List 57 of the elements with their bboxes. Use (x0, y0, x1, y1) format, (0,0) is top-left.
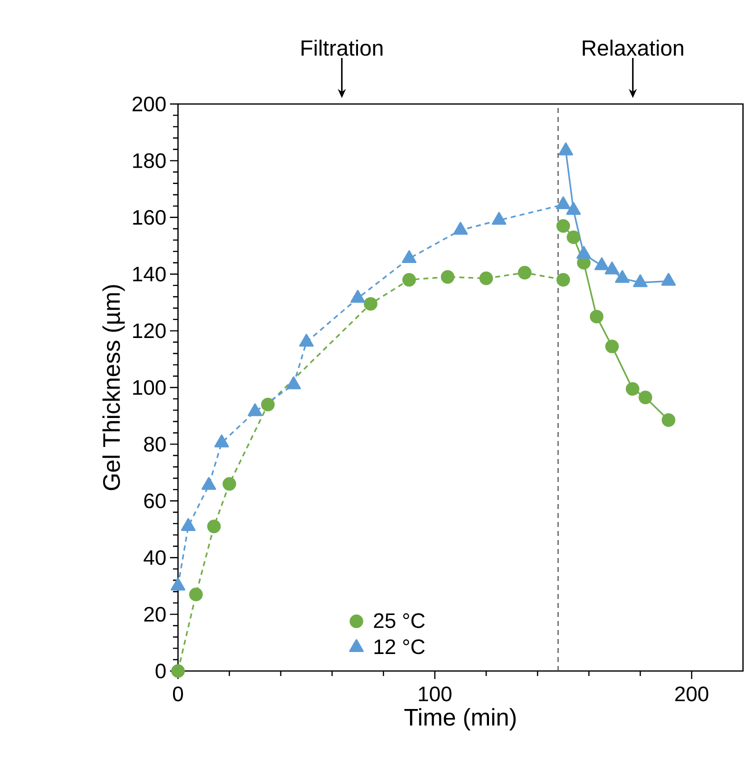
point (566, 202, 581, 215)
point (638, 390, 652, 404)
point (556, 196, 571, 210)
y-tick-label: 180 (133, 153, 166, 168)
point (171, 664, 185, 678)
legend-label: 25 °C (374, 613, 425, 628)
point (590, 310, 604, 324)
point (556, 219, 570, 233)
x-tick-label: 0 (172, 686, 183, 702)
point (207, 520, 221, 534)
point (402, 250, 416, 264)
point (202, 477, 216, 490)
point (632, 274, 648, 288)
point (518, 266, 532, 280)
point (479, 272, 493, 286)
point (604, 262, 620, 274)
y-tick-label: 140 (133, 266, 166, 282)
point (492, 212, 506, 225)
point (214, 434, 229, 448)
point (222, 477, 236, 491)
point (594, 257, 610, 270)
point (566, 230, 580, 244)
y-tick-label: 60 (144, 493, 166, 508)
point (364, 297, 378, 311)
x-tick-label: 200 (675, 686, 708, 702)
point (605, 340, 619, 354)
legend-label: 12 °C (374, 639, 425, 654)
point (261, 398, 275, 412)
point (189, 588, 203, 602)
y-tick-label: 0 (156, 664, 166, 678)
y-tick-label: 120 (133, 323, 166, 338)
x-tick-label: 100 (418, 686, 452, 702)
point (402, 272, 416, 287)
y-tick-label: 80 (144, 436, 166, 452)
y-tick-label: 20 (144, 606, 166, 622)
x-axis-title: Time (min) (404, 708, 516, 730)
text: Relaxation (582, 40, 684, 56)
point (558, 142, 574, 156)
y-tick-label: 200 (132, 96, 166, 112)
point (299, 334, 314, 347)
point (662, 413, 676, 427)
point (180, 518, 196, 531)
point (576, 246, 592, 259)
point (661, 272, 676, 286)
y-tick-label: 160 (133, 210, 166, 225)
y-tick-label: 100 (133, 380, 166, 395)
y-axis-title: Gel Thickness (µm) (102, 285, 125, 490)
point (350, 290, 366, 303)
point (286, 376, 301, 390)
point (440, 270, 454, 284)
point (626, 382, 640, 396)
text: Filtration (302, 40, 382, 56)
point (453, 222, 468, 235)
point (615, 270, 630, 283)
y-tick-label: 40 (144, 550, 166, 566)
point (248, 403, 262, 416)
point (556, 272, 570, 287)
